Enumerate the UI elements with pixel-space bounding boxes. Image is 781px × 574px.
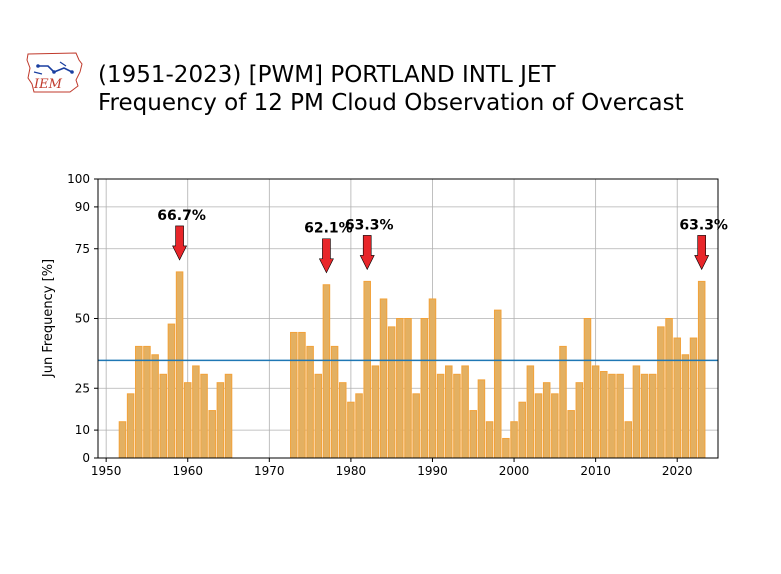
bar-1986 <box>396 318 404 459</box>
bar-2020 <box>673 337 681 459</box>
bar-2017 <box>648 373 657 459</box>
bar-1953 <box>126 393 135 459</box>
bar-1959 <box>175 271 184 459</box>
bar-1985 <box>387 326 396 459</box>
bar-2000 <box>510 421 518 459</box>
bar-1973 <box>290 331 298 459</box>
annotation-arrow <box>318 238 334 274</box>
x-tick-label: 2020 <box>662 464 693 478</box>
bar-2003 <box>534 393 543 459</box>
bar-1978 <box>330 345 339 459</box>
logo-text: IEM <box>33 77 63 92</box>
bar-2014 <box>624 421 633 459</box>
bar-1952 <box>118 421 127 459</box>
bar-1999 <box>502 437 510 459</box>
bar-2005 <box>551 393 559 459</box>
annotation-label: 63.3% <box>345 217 394 233</box>
bar-2009 <box>583 318 592 459</box>
bar-1976 <box>314 373 323 459</box>
bar-1998 <box>493 309 502 459</box>
bar-2007 <box>567 410 575 459</box>
bar-1963 <box>208 410 216 459</box>
bar-1995 <box>469 410 478 459</box>
bar-2015 <box>632 365 641 459</box>
bar-1997 <box>485 421 494 459</box>
bar-1982 <box>363 280 371 459</box>
x-tick-label: 2000 <box>499 464 530 478</box>
bar-2011 <box>600 371 608 459</box>
bar-1989 <box>420 318 429 459</box>
bar-2008 <box>575 382 584 459</box>
bar-2002 <box>526 365 535 459</box>
bar-2022 <box>689 337 698 459</box>
annotation-arrow <box>172 225 188 261</box>
bar-1964 <box>216 382 225 459</box>
bar-2018 <box>657 326 665 459</box>
annotation-label: 63.3% <box>679 217 728 233</box>
bar-2010 <box>591 365 600 459</box>
x-tick-label: 2010 <box>580 464 611 478</box>
bar-1988 <box>412 393 420 459</box>
bar-1987 <box>404 318 412 459</box>
bar-1979 <box>338 382 347 459</box>
annotation-arrow <box>359 235 375 271</box>
y-tick-label: 75 <box>75 242 90 256</box>
bar-1961 <box>192 365 200 459</box>
y-tick-label: 25 <box>75 381 90 395</box>
bar-1956 <box>151 354 159 459</box>
bar-2016 <box>640 373 649 459</box>
bar-1990 <box>428 298 437 459</box>
iem-logo: IEM <box>26 52 83 93</box>
axes: 1950 1960 1970 1980 1990 2000 2010 2020 0 10 25 50 7… <box>67 172 719 478</box>
y-tick-label: 100 <box>67 172 90 186</box>
y-tick-label: 10 <box>75 423 90 437</box>
bar-1965 <box>224 373 233 459</box>
annotation-label: 66.7% <box>157 208 206 224</box>
chart-title-line-2: Frequency of 12 PM Cloud Observation of … <box>98 90 684 116</box>
bar-1980 <box>347 401 355 459</box>
x-tick-label: 1970 <box>254 464 285 478</box>
bar-1957 <box>159 373 168 459</box>
bar-1996 <box>477 379 486 459</box>
bar-1960 <box>183 382 192 459</box>
bar-1991 <box>436 373 445 459</box>
bar-1975 <box>306 345 314 459</box>
bar-1994 <box>461 365 469 459</box>
bar-1955 <box>143 345 151 459</box>
bar-1984 <box>379 298 388 459</box>
y-tick-label: 90 <box>75 200 90 214</box>
annotation-arrow <box>694 235 710 271</box>
bar-1958 <box>167 323 176 459</box>
x-tick-label: 1960 <box>172 464 203 478</box>
bar-1992 <box>445 365 453 459</box>
bar-2001 <box>518 401 526 459</box>
y-axis-label: Jun Frequency [%] <box>41 259 56 378</box>
bar-2019 <box>665 318 673 459</box>
bar-1993 <box>453 373 461 459</box>
x-tick-label: 1980 <box>336 464 367 478</box>
bars <box>118 271 706 459</box>
bar-1962 <box>200 373 208 459</box>
bar-1977 <box>322 284 331 459</box>
bar-2023 <box>697 280 706 459</box>
annotations: 66.7%62.1%63.3% 63.3% <box>157 208 728 274</box>
y-tick-label: 50 <box>75 312 90 326</box>
bar-1981 <box>355 393 363 459</box>
bar-1974 <box>298 331 306 459</box>
bar-2013 <box>616 373 624 459</box>
bar-2021 <box>681 354 690 459</box>
annotation-label: 62.1% <box>304 221 353 237</box>
y-tick-label: 0 <box>82 451 90 465</box>
x-tick-label: 1950 <box>91 464 122 478</box>
bar-2012 <box>608 373 616 459</box>
bar-1983 <box>371 365 380 459</box>
x-tick-label: 1990 <box>417 464 448 478</box>
bar-2004 <box>542 382 551 459</box>
bar-2006 <box>559 345 567 459</box>
chart-title-line-1: (1951-2023) [PWM] PORTLAND INTL JET <box>98 62 556 88</box>
bar-1954 <box>135 345 143 459</box>
